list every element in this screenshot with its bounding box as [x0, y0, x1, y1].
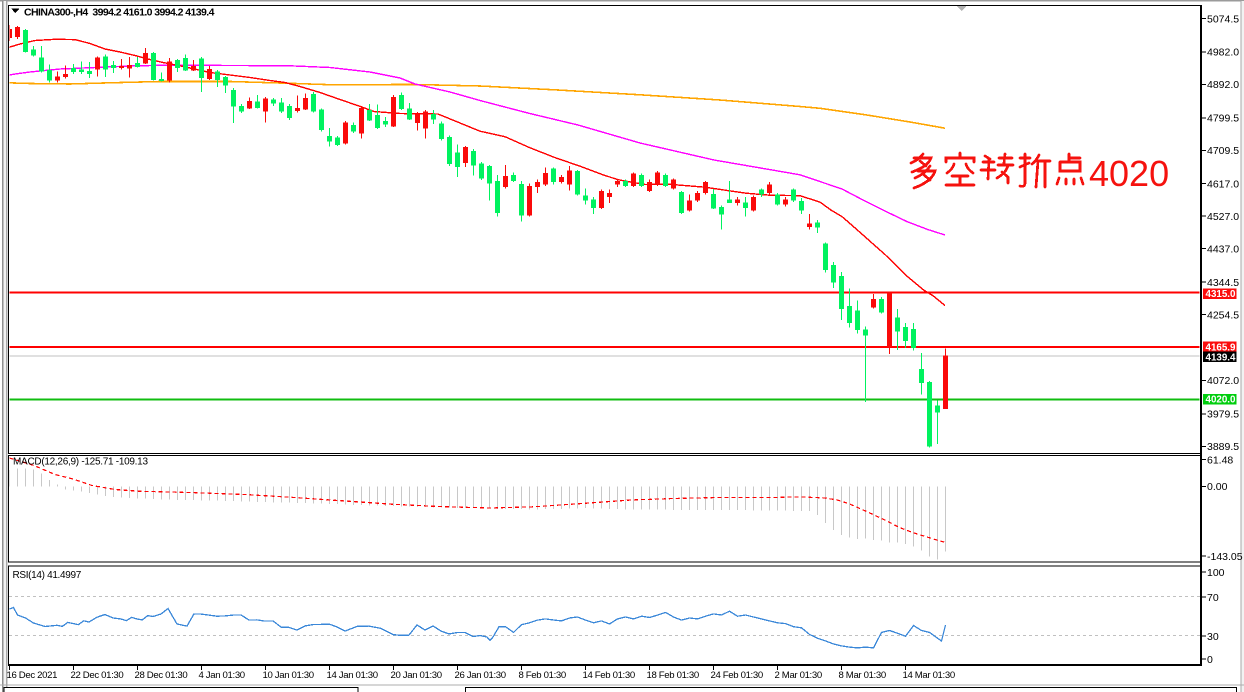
svg-text:MACD(12,26,9) -125.71 -109.13: MACD(12,26,9) -125.71 -109.13	[13, 457, 148, 468]
svg-text:2 Mar 01:30: 2 Mar 01:30	[775, 670, 822, 681]
svg-text:4315.0: 4315.0	[1206, 289, 1237, 300]
svg-text:61.48: 61.48	[1207, 454, 1233, 466]
svg-text:4527.0: 4527.0	[1207, 211, 1239, 223]
svg-text:26 Jan 01:30: 26 Jan 01:30	[455, 670, 506, 681]
svg-text:4344.5: 4344.5	[1207, 277, 1239, 289]
svg-text:-143.05: -143.05	[1207, 551, 1243, 563]
svg-text:4 Jan 01:30: 4 Jan 01:30	[199, 670, 245, 681]
svg-text:10 Jan 01:30: 10 Jan 01:30	[263, 670, 314, 681]
svg-text:4139.4: 4139.4	[1206, 352, 1237, 363]
svg-text:30: 30	[1207, 631, 1219, 643]
svg-text:70: 70	[1207, 592, 1219, 604]
svg-text:0.00: 0.00	[1207, 481, 1228, 493]
svg-text:3889.5: 3889.5	[1207, 441, 1239, 453]
svg-text:4165.9: 4165.9	[1206, 342, 1237, 353]
svg-text:3979.5: 3979.5	[1207, 409, 1239, 421]
svg-text:4020: 4020	[1089, 153, 1169, 194]
svg-text:4799.5: 4799.5	[1207, 113, 1239, 125]
svg-text:100: 100	[1207, 567, 1225, 579]
svg-text:4709.5: 4709.5	[1207, 145, 1239, 157]
svg-text:22 Dec 01:30: 22 Dec 01:30	[71, 670, 124, 681]
svg-text:4892.0: 4892.0	[1207, 79, 1239, 91]
svg-text:14 Jan 01:30: 14 Jan 01:30	[327, 670, 378, 681]
svg-text:0: 0	[1207, 654, 1213, 666]
svg-text:16 Dec 2021: 16 Dec 2021	[7, 670, 58, 681]
svg-text:4437.0: 4437.0	[1207, 243, 1239, 255]
svg-text:CHINA300-,H4 3994.2 4161.0 39: CHINA300-,H4 3994.2 4161.0 3994.2 4139.4	[24, 7, 215, 19]
svg-text:5074.5: 5074.5	[1207, 13, 1239, 25]
svg-text:8 Feb 01:30: 8 Feb 01:30	[519, 670, 566, 681]
svg-text:24 Feb 01:30: 24 Feb 01:30	[711, 670, 763, 681]
svg-text:RSI(14) 41.4997: RSI(14) 41.4997	[13, 570, 82, 581]
svg-text:4254.5: 4254.5	[1207, 309, 1239, 321]
svg-text:4020.0: 4020.0	[1206, 395, 1237, 406]
svg-text:4982.0: 4982.0	[1207, 47, 1239, 59]
svg-text:4072.0: 4072.0	[1207, 375, 1239, 387]
svg-text:28 Dec 01:30: 28 Dec 01:30	[135, 670, 188, 681]
svg-text:14 Feb 01:30: 14 Feb 01:30	[583, 670, 635, 681]
svg-text:18 Feb 01:30: 18 Feb 01:30	[647, 670, 699, 681]
svg-text:4617.0: 4617.0	[1207, 179, 1239, 191]
svg-text:20 Jan 01:30: 20 Jan 01:30	[391, 670, 442, 681]
svg-text:14 Mar 01:30: 14 Mar 01:30	[903, 670, 955, 681]
svg-text:8 Mar 01:30: 8 Mar 01:30	[839, 670, 886, 681]
